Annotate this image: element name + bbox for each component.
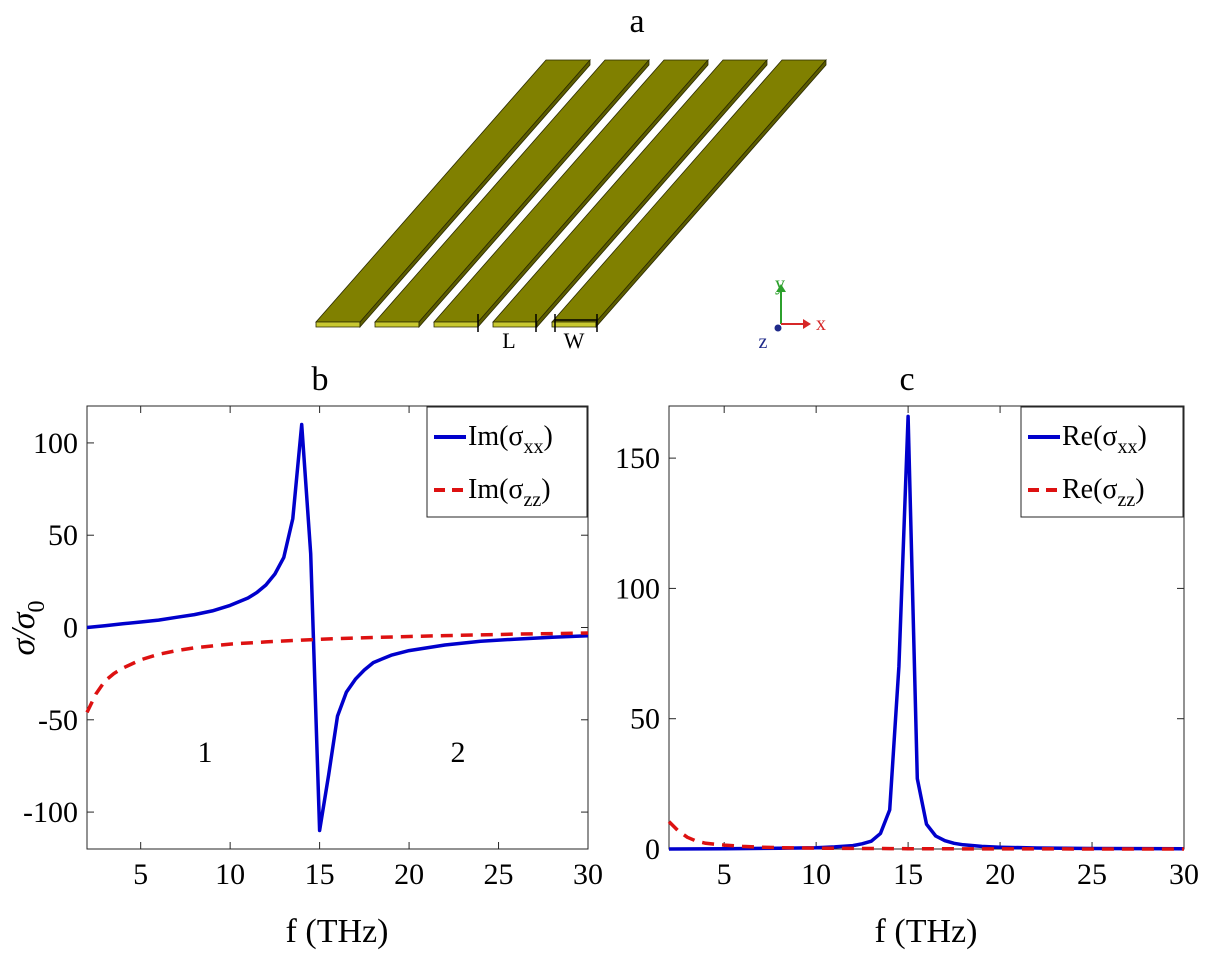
x-tick-label: 30 bbox=[573, 858, 603, 891]
axis-x-label: x bbox=[816, 313, 826, 335]
legend-entry-im-zz: Im(σzz) bbox=[468, 474, 551, 511]
strip-side-face bbox=[359, 58, 591, 329]
dimension-markers bbox=[477, 314, 598, 332]
dimension-label-l: L bbox=[502, 328, 515, 353]
z-axis-dot bbox=[774, 324, 782, 332]
series-line-zz bbox=[85, 631, 589, 714]
x-tick-label: 20 bbox=[985, 858, 1015, 891]
y-tick-label: 100 bbox=[615, 572, 660, 605]
chart-c-title: c bbox=[899, 361, 914, 398]
strip-side-face bbox=[418, 58, 650, 329]
chart-c: c 5 10 15 20 25 30 0 50 100 150 f (THz) Re(σxx) R… bbox=[615, 361, 1199, 950]
series-line-zz bbox=[667, 820, 1185, 851]
y-tick-label: 0 bbox=[645, 833, 660, 866]
legend-re-xx-sub: xx bbox=[1118, 436, 1138, 458]
y-arrow-head bbox=[776, 284, 786, 292]
metal-strip bbox=[492, 58, 768, 329]
x-tick-label: 25 bbox=[1077, 858, 1107, 891]
legend-im-xx-main: Im(σ bbox=[468, 421, 524, 452]
x-tick-label: 10 bbox=[215, 858, 245, 891]
chart-c-series bbox=[667, 414, 1185, 851]
chart-c-legend: Re(σxx) Re(σzz) bbox=[1020, 406, 1184, 518]
chart-b-title: b bbox=[312, 361, 329, 398]
x-arrow-head bbox=[803, 319, 811, 329]
axis-triad-icon: y x z bbox=[759, 273, 826, 353]
x-tick-label: 5 bbox=[133, 858, 148, 891]
metal-strip bbox=[315, 58, 591, 329]
ylabel-subscript: 0 bbox=[24, 601, 50, 613]
dimension-label-w: W bbox=[564, 328, 585, 353]
legend-entry-re-xx: Re(σxx) bbox=[1062, 421, 1147, 458]
chart-b-ylabel: σ/σ0 bbox=[5, 601, 50, 656]
legend-im-zz-main: Im(σ bbox=[468, 474, 524, 505]
svg-text:σ/σ0: σ/σ0 bbox=[5, 601, 50, 656]
legend-entry-im-xx: Im(σxx) bbox=[468, 421, 553, 458]
y-tick-label: -50 bbox=[38, 704, 78, 737]
x-tick-label: 15 bbox=[893, 858, 923, 891]
chart-b-legend-box bbox=[426, 406, 588, 518]
region-label-1: 1 bbox=[198, 736, 213, 769]
chart-b: b 5 10 15 20 25 30 100 50 0 -50 -100 1 2 f (THz) σ… bbox=[5, 361, 603, 950]
y-tick-label: 50 bbox=[630, 703, 660, 736]
y-tick-label: 100 bbox=[33, 427, 78, 460]
legend-entry-re-zz: Re(σzz) bbox=[1062, 474, 1145, 511]
x-tick-label: 20 bbox=[394, 858, 424, 891]
axis-y-label: y bbox=[775, 273, 785, 295]
legend-im-xx-sub: xx bbox=[524, 436, 544, 458]
panel-a-schematic: a L W y x z bbox=[315, 3, 827, 353]
chart-b-xlabel: f (THz) bbox=[286, 913, 389, 950]
x-tick-label: 15 bbox=[305, 858, 335, 891]
strip-front-face bbox=[551, 321, 597, 328]
strip-front-face bbox=[374, 321, 420, 328]
chart-b-legend: Im(σxx) Im(σzz) bbox=[426, 406, 588, 518]
metal-strip bbox=[551, 58, 827, 329]
y-tick-label: 150 bbox=[615, 442, 660, 475]
panel-a-title: a bbox=[629, 3, 644, 40]
strip-array bbox=[315, 58, 827, 329]
x-tick-label: 10 bbox=[801, 858, 831, 891]
strip-front-face bbox=[492, 321, 538, 328]
x-tick-label: 25 bbox=[484, 858, 514, 891]
y-tick-label: 50 bbox=[48, 519, 78, 552]
metal-strip bbox=[374, 58, 650, 329]
legend-re-xx-main: Re(σ bbox=[1062, 421, 1118, 452]
x-tick-label: 5 bbox=[717, 858, 732, 891]
strip-front-face bbox=[433, 321, 479, 328]
chart-b-series bbox=[85, 422, 589, 833]
chart-c-xlabel: f (THz) bbox=[875, 913, 978, 950]
legend-re-zz-sub: zz bbox=[1118, 489, 1136, 511]
x-tick-label: 30 bbox=[1169, 858, 1199, 891]
strip-front-face bbox=[315, 321, 361, 328]
y-tick-label: -100 bbox=[23, 796, 78, 829]
legend-im-zz-sub: zz bbox=[524, 489, 542, 511]
legend-re-zz-main: Re(σ bbox=[1062, 474, 1118, 505]
chart-c-legend-box bbox=[1020, 406, 1184, 518]
ylabel-main: σ/σ bbox=[5, 611, 42, 655]
axis-z-label: z bbox=[759, 331, 768, 353]
strip-side-face bbox=[536, 58, 768, 329]
strip-side-face bbox=[595, 58, 827, 329]
y-tick-label: 0 bbox=[63, 612, 78, 645]
series-line-xx bbox=[86, 422, 589, 833]
region-label-2: 2 bbox=[451, 736, 466, 769]
